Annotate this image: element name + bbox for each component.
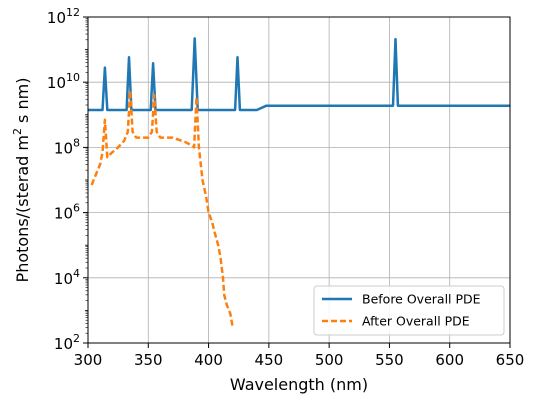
series-line-before xyxy=(88,37,510,112)
y-axis-label-sup: 2 xyxy=(11,128,24,135)
x-tick-label: 650 xyxy=(496,351,525,369)
plot-frame xyxy=(87,16,511,344)
x-tick-label: 500 xyxy=(315,351,344,369)
y-axis-ticks: 102 104 106 108 1010 1012 xyxy=(47,6,88,353)
y-axis-label-pre: Photons/(sterad m xyxy=(13,135,32,282)
x-tick-label: 400 xyxy=(194,351,223,369)
x-tick-label: 300 xyxy=(74,351,103,369)
y-tick-label: 104 xyxy=(54,267,80,288)
legend-label-before: Before Overall PDE xyxy=(362,292,481,307)
x-axis-ticks: 300 350 400 450 500 550 600 650 xyxy=(74,343,525,369)
y-axis-label-post: s nm) xyxy=(13,78,32,128)
y-axis-label: Photons/(sterad m2 s nm) xyxy=(11,78,32,283)
x-tick-label: 550 xyxy=(375,351,404,369)
x-tick-label: 350 xyxy=(134,351,163,369)
y-tick-label: 106 xyxy=(54,202,80,223)
legend-box xyxy=(313,285,505,336)
y-tick-label: 108 xyxy=(54,136,80,157)
series-layer xyxy=(88,37,510,328)
y-tick-label: 1012 xyxy=(47,6,80,27)
x-axis-label: Wavelength (nm) xyxy=(230,375,368,394)
legend-label-after: After Overall PDE xyxy=(362,314,470,329)
x-tick-label: 450 xyxy=(255,351,284,369)
series-line-after xyxy=(90,89,234,328)
legend: Before Overall PDE After Overall PDE xyxy=(313,285,505,336)
y-tick-label: 1010 xyxy=(47,71,80,92)
x-tick-label: 600 xyxy=(435,351,464,369)
y-tick-label: 102 xyxy=(54,332,80,353)
